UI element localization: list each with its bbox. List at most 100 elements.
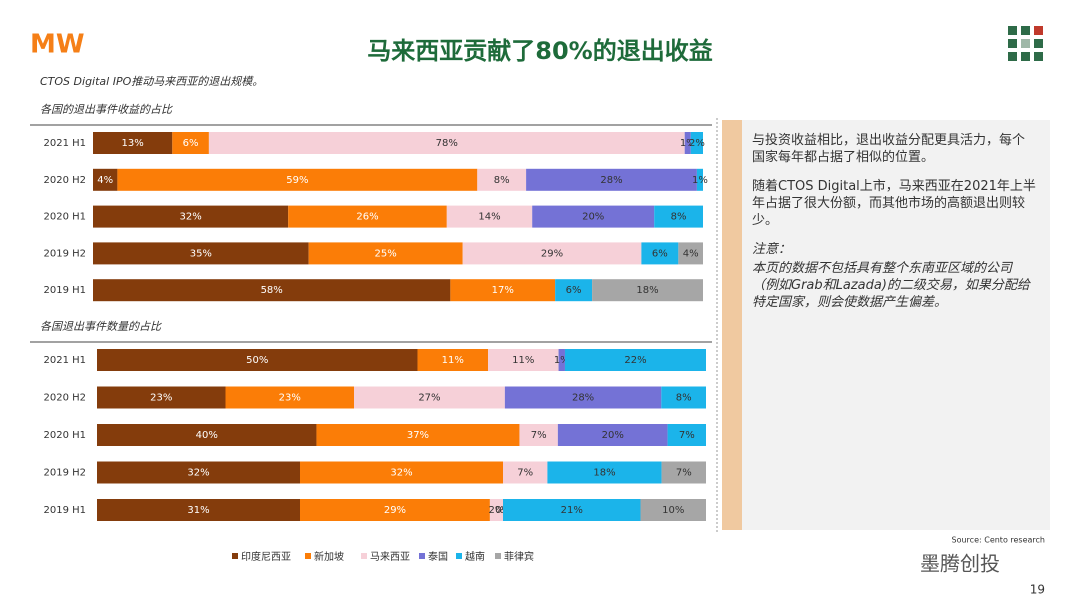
legend-swatch [495, 553, 501, 559]
data-label: 11% [442, 355, 464, 366]
bar-segment [308, 242, 463, 265]
category-label: 2020 H1 [43, 430, 86, 441]
bar-segment [97, 499, 300, 521]
subtitle: CTOS Digital IPO推动马来西亚的退出规模。 [40, 75, 263, 88]
data-label: 22% [624, 355, 646, 366]
category-label: 2019 H1 [43, 505, 86, 516]
data-label: 18% [636, 285, 658, 296]
bar-segment [555, 279, 593, 302]
bar-segment [684, 132, 691, 154]
slide-title: 马来西亚贡献了80%的退出收益 [367, 37, 712, 65]
data-label: 7% [517, 468, 533, 479]
data-label: 31% [187, 505, 209, 516]
bar-segment [450, 279, 556, 302]
sidebar-text: 随着CTOS Digital上市，马来西亚在2021年上半年占据了很大份额，而其… [752, 179, 1036, 228]
data-label: 50% [246, 355, 268, 366]
data-label: 8% [676, 393, 692, 404]
bar-segment [316, 424, 520, 446]
bar-segment [489, 499, 503, 521]
data-label: 7% [679, 430, 695, 441]
bar-segment [417, 349, 489, 371]
bar-segment [661, 386, 706, 409]
sidebar-stripe [722, 120, 742, 530]
bar-segment [488, 349, 559, 371]
bar-segment [547, 461, 662, 484]
bar-segment [354, 386, 505, 409]
bar-segment [208, 132, 685, 154]
bar-segment [526, 168, 697, 191]
data-label: 6% [183, 138, 199, 149]
category-label: 2019 H1 [43, 285, 86, 296]
legend-swatch [305, 553, 311, 559]
data-label: 18% [593, 468, 615, 479]
bar-segment [532, 205, 655, 228]
data-label: 23% [150, 393, 172, 404]
data-label: 13% [122, 138, 144, 149]
bar-segment [93, 279, 451, 302]
legend-label: 泰国 [428, 550, 448, 563]
bar-segment [654, 205, 703, 228]
bar-segment [93, 132, 173, 154]
corner-logo [1008, 26, 1043, 61]
data-label: 21% [561, 505, 583, 516]
sidebar-text: 与投资收益相比，退出收益分配更具活力，每个国家每年都占据了相似的位置。 [752, 133, 1026, 165]
bar-segment [117, 168, 478, 191]
legend-swatch [456, 553, 462, 559]
bar-segment [503, 461, 548, 484]
data-label: 59% [286, 175, 308, 186]
legend-swatch [361, 553, 367, 559]
data-label: 20% [602, 430, 624, 441]
category-label: 2020 H1 [43, 212, 86, 223]
bar-segment [97, 424, 317, 446]
data-label: 8% [494, 175, 510, 186]
data-label: 29% [384, 505, 406, 516]
bar-segment [462, 242, 642, 265]
bar-segment [93, 205, 289, 228]
data-label: 11% [512, 355, 534, 366]
page-number: 19 [1030, 583, 1045, 597]
data-label: 25% [375, 248, 397, 259]
note-label: 注意： [752, 242, 792, 257]
data-label: 1% [680, 138, 696, 149]
bar-segment [696, 168, 703, 191]
bar-segment [641, 242, 679, 265]
bar-segment [93, 242, 309, 265]
data-label: 28% [572, 393, 594, 404]
data-label: 32% [187, 468, 209, 479]
data-label: 2% [489, 505, 505, 516]
legend-label: 印度尼西亚 [241, 550, 291, 563]
legend-swatch [419, 553, 425, 559]
legend-label: 菲律宾 [504, 550, 534, 563]
note: 本页的数据不包括具有整个东南亚区域的公司（例如Grab和Lazada)的二级交易… [752, 261, 1030, 310]
data-label: 28% [600, 175, 622, 186]
chart-title: 各国退出事件数量的占比 [40, 320, 162, 333]
data-label: 7% [676, 468, 692, 479]
source: Source: Cento research [952, 536, 1045, 545]
bar-segment [97, 461, 300, 484]
data-label: 32% [179, 212, 201, 223]
category-label: 2021 H1 [43, 355, 86, 366]
category-label: 2019 H2 [43, 468, 86, 479]
data-label: 6% [566, 285, 582, 296]
bar-segment [667, 424, 706, 446]
bar-segment [678, 242, 703, 265]
data-label: 20% [582, 212, 604, 223]
bar-segment [519, 424, 558, 446]
data-label: 17% [492, 285, 514, 296]
data-label: 35% [190, 248, 212, 259]
bar-segment [564, 349, 706, 371]
bar-segment [446, 205, 533, 228]
data-label: 1% [554, 355, 570, 366]
bar-segment [503, 499, 641, 521]
bar-segment [558, 349, 565, 371]
data-label: 14% [478, 212, 500, 223]
data-label: 40% [196, 430, 218, 441]
data-label: 26% [356, 212, 378, 223]
bar-segment [97, 386, 226, 409]
bar-segment [225, 386, 355, 409]
category-label: 2020 H2 [43, 175, 86, 186]
bar-segment [477, 168, 527, 191]
data-label: 4% [97, 175, 113, 186]
